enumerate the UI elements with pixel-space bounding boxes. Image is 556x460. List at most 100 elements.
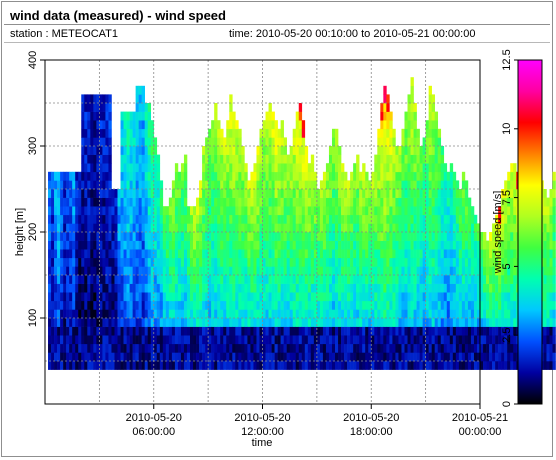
heatmap-cell <box>543 197 547 207</box>
heatmap-cell <box>501 240 505 250</box>
heatmap-cell <box>268 300 272 310</box>
heatmap-cell <box>298 249 303 259</box>
heatmap-cell <box>386 343 390 353</box>
heatmap-cell <box>63 318 67 327</box>
heatmap-cell <box>220 197 224 207</box>
heatmap-cell <box>283 171 287 181</box>
heatmap-cell <box>419 335 423 345</box>
heatmap-cell <box>174 197 179 207</box>
heatmap-cell <box>295 120 300 130</box>
heatmap-cell <box>392 137 396 147</box>
heatmap-cell <box>295 206 300 216</box>
heatmap-cell <box>60 275 64 284</box>
heatmap-cell <box>96 275 100 284</box>
heatmap-cell <box>54 292 58 302</box>
heatmap-cell <box>295 249 300 259</box>
heatmap-cell <box>244 240 248 250</box>
heatmap-cell <box>322 232 327 241</box>
heatmap-cell <box>416 335 420 345</box>
heatmap-cell <box>144 361 149 370</box>
heatmap-cell <box>268 103 272 112</box>
heatmap-cell <box>226 214 230 224</box>
heatmap-cell <box>271 309 275 319</box>
heatmap-cell <box>93 326 97 336</box>
heatmap-cell <box>401 335 405 345</box>
heatmap-cell <box>153 361 158 370</box>
heatmap-cell <box>410 197 414 207</box>
heatmap-cell <box>398 240 402 250</box>
heatmap-cell <box>431 206 435 216</box>
heatmap-cell <box>301 335 306 345</box>
heatmap-cell <box>199 361 203 370</box>
heatmap-cell <box>410 163 414 173</box>
heatmap-cell <box>265 257 269 267</box>
heatmap-cell <box>60 335 64 345</box>
heatmap-cell <box>162 309 167 319</box>
heatmap-cell <box>280 257 284 267</box>
heatmap-cell <box>501 292 505 302</box>
heatmap-cell <box>214 103 218 112</box>
heatmap-cell <box>168 352 173 362</box>
heatmap-cell <box>389 343 393 353</box>
heatmap-cell <box>105 232 109 241</box>
heatmap-cell <box>51 266 55 276</box>
heatmap-cell <box>455 300 460 310</box>
heatmap-cell <box>549 189 553 198</box>
heatmap-cell <box>492 223 496 233</box>
heatmap-cell <box>365 292 369 302</box>
heatmap-cell <box>359 343 363 353</box>
heatmap-cell <box>410 154 414 164</box>
heatmap-cell <box>356 163 360 173</box>
heatmap-cell <box>286 283 290 293</box>
heatmap-cell <box>458 240 463 250</box>
heatmap-cell <box>253 335 257 345</box>
heatmap-cell <box>90 266 94 276</box>
heatmap-cell <box>347 189 351 198</box>
heatmap-cell <box>476 283 481 293</box>
heatmap-cell <box>196 257 200 267</box>
heatmap-cell <box>389 318 393 327</box>
heatmap-cell <box>174 352 179 362</box>
heatmap-cell <box>168 223 173 233</box>
heatmap-cell <box>105 249 109 259</box>
heatmap-cell <box>66 292 70 302</box>
heatmap-cell <box>298 326 303 336</box>
heatmap-cell <box>422 206 426 216</box>
heatmap-cell <box>105 266 109 276</box>
heatmap-cell <box>392 275 396 284</box>
heatmap-cell <box>419 240 423 250</box>
heatmap-cell <box>331 197 336 207</box>
heatmap-cell <box>105 352 109 362</box>
heatmap-cell <box>489 361 493 370</box>
heatmap-cell <box>298 189 303 198</box>
heatmap-cell <box>226 335 230 345</box>
heatmap-cell <box>422 275 426 284</box>
heatmap-cell <box>141 292 145 302</box>
heatmap-cell <box>63 326 67 336</box>
heatmap-cell <box>467 326 472 336</box>
heatmap-cell <box>268 335 272 345</box>
heatmap-cell <box>81 326 85 336</box>
heatmap-cell <box>168 214 173 224</box>
heatmap-cell <box>552 300 556 310</box>
heatmap-cell <box>489 275 493 284</box>
heatmap-cell <box>325 163 330 173</box>
heatmap-cell <box>383 275 387 284</box>
heatmap-cell <box>111 318 115 327</box>
heatmap-cell <box>546 361 550 370</box>
heatmap-cell <box>205 300 209 310</box>
heatmap-cell <box>410 361 414 370</box>
heatmap-cell <box>156 283 161 293</box>
heatmap-cell <box>428 146 432 155</box>
heatmap-cell <box>238 146 242 155</box>
heatmap-cell <box>467 283 472 293</box>
heatmap-cell <box>244 189 248 198</box>
heatmap-cell <box>368 266 372 276</box>
heatmap-cell <box>211 154 215 164</box>
heatmap-cell <box>186 223 191 233</box>
heatmap-cell <box>331 326 336 336</box>
heatmap-cell <box>271 189 275 198</box>
heatmap-cell <box>186 309 191 319</box>
heatmap-cell <box>286 257 290 267</box>
heatmap-cell <box>383 137 387 147</box>
